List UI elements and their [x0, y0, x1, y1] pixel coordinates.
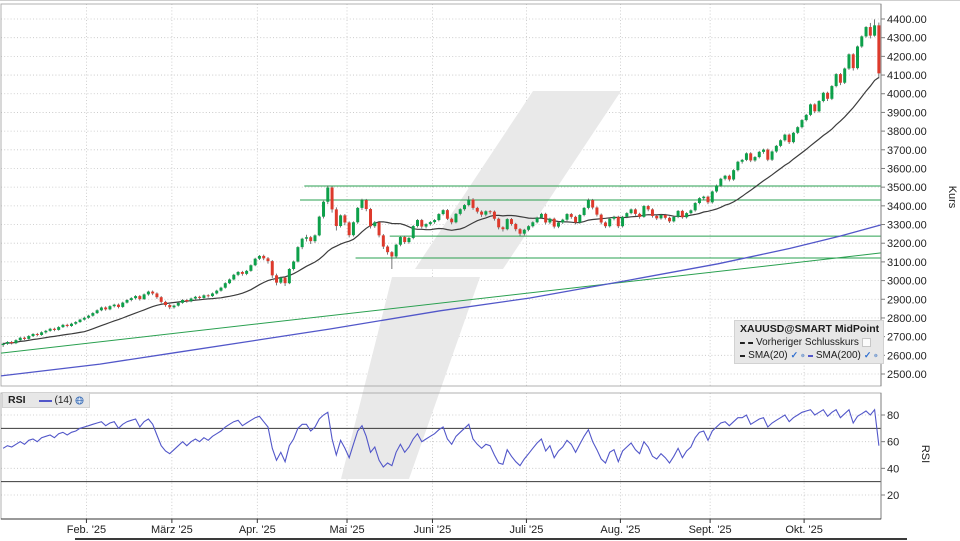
svg-text:2500.00: 2500.00: [887, 369, 927, 381]
svg-text:4300.00: 4300.00: [887, 33, 927, 45]
sma200-line-sample: [807, 354, 813, 357]
sma20-line-sample: [740, 354, 746, 357]
svg-text:60: 60: [887, 437, 899, 449]
sma20-line: [2, 76, 880, 345]
support-resistance-lines[interactable]: [300, 185, 881, 259]
svg-text:Juli '25: Juli '25: [509, 524, 543, 536]
svg-text:3500.00: 3500.00: [887, 182, 927, 194]
svg-text:Apr. '25: Apr. '25: [239, 524, 276, 536]
svg-text:Mai '25: Mai '25: [329, 524, 364, 536]
sma200-checkbox-checked-icon[interactable]: ✓: [863, 350, 872, 360]
symbol-title: XAUUSD@SMART MidPoint: [740, 323, 880, 335]
prev-close-line-sample: [740, 341, 753, 344]
sma200-line: [0, 224, 882, 377]
svg-text:3300.00: 3300.00: [887, 220, 927, 232]
svg-text:80: 80: [887, 410, 899, 422]
svg-text:4200.00: 4200.00: [887, 51, 927, 63]
svg-text:3700.00: 3700.00: [887, 145, 927, 157]
svg-text:3800.00: 3800.00: [887, 126, 927, 138]
svg-text:Aug. '25: Aug. '25: [600, 524, 640, 536]
sma20-checkbox-checked-icon[interactable]: ✓: [790, 350, 799, 360]
svg-text:3000.00: 3000.00: [887, 276, 927, 288]
sma20-label: SMA(20): [748, 350, 788, 361]
rsi-legend: RSI (14): [2, 392, 91, 408]
svg-text:RSI: RSI: [919, 445, 931, 463]
svg-text:3100.00: 3100.00: [887, 257, 927, 269]
svg-text:März '25: März '25: [151, 524, 193, 536]
svg-text:Sept. '25: Sept. '25: [689, 524, 732, 536]
globe-icon[interactable]: [75, 396, 84, 405]
rsi-panel-border: [0, 392, 882, 520]
rsi-indicator-name: RSI: [8, 394, 26, 406]
watermark-logo: [341, 91, 621, 479]
svg-text:Feb. '25: Feb. '25: [67, 524, 106, 536]
svg-text:2800.00: 2800.00: [887, 313, 927, 325]
svg-text:4400.00: 4400.00: [887, 14, 927, 26]
trendline[interactable]: [0, 252, 882, 354]
svg-text:20: 20: [887, 490, 899, 502]
svg-text:Juni '25: Juni '25: [414, 524, 452, 536]
svg-text:40: 40: [887, 463, 899, 475]
prev-close-label: Vorheriger Schlusskurs: [756, 337, 859, 348]
prev-close-checkbox[interactable]: [861, 338, 871, 347]
main-chart-legend: XAUUSD@SMART MidPoint Vorheriger Schluss…: [734, 320, 884, 364]
globe-icon[interactable]: [801, 351, 805, 360]
globe-icon[interactable]: [874, 351, 878, 360]
svg-text:4000.00: 4000.00: [887, 89, 927, 101]
svg-text:2600.00: 2600.00: [887, 350, 927, 362]
svg-text:Okt. '25: Okt. '25: [785, 524, 823, 536]
svg-text:2900.00: 2900.00: [887, 294, 927, 306]
svg-text:3600.00: 3600.00: [887, 163, 927, 175]
svg-text:Kurs: Kurs: [946, 186, 958, 209]
svg-text:2700.00: 2700.00: [887, 332, 927, 344]
rsi-param-label: (14): [54, 395, 73, 406]
sma200-label: SMA(200): [815, 350, 861, 361]
svg-text:3400.00: 3400.00: [887, 201, 927, 213]
rsi-line-sample: [38, 399, 52, 402]
svg-text:3900.00: 3900.00: [887, 107, 927, 119]
svg-text:3200.00: 3200.00: [887, 238, 927, 250]
rsi-line: [2, 408, 880, 468]
svg-text:4100.00: 4100.00: [887, 70, 927, 82]
axes-layer: 4400.00 4300.00 4200.00 4100.00 4000.00 3900.…: [1, 4, 958, 536]
candles-layer: [1, 19, 881, 347]
window-edge-line: [75, 538, 907, 540]
